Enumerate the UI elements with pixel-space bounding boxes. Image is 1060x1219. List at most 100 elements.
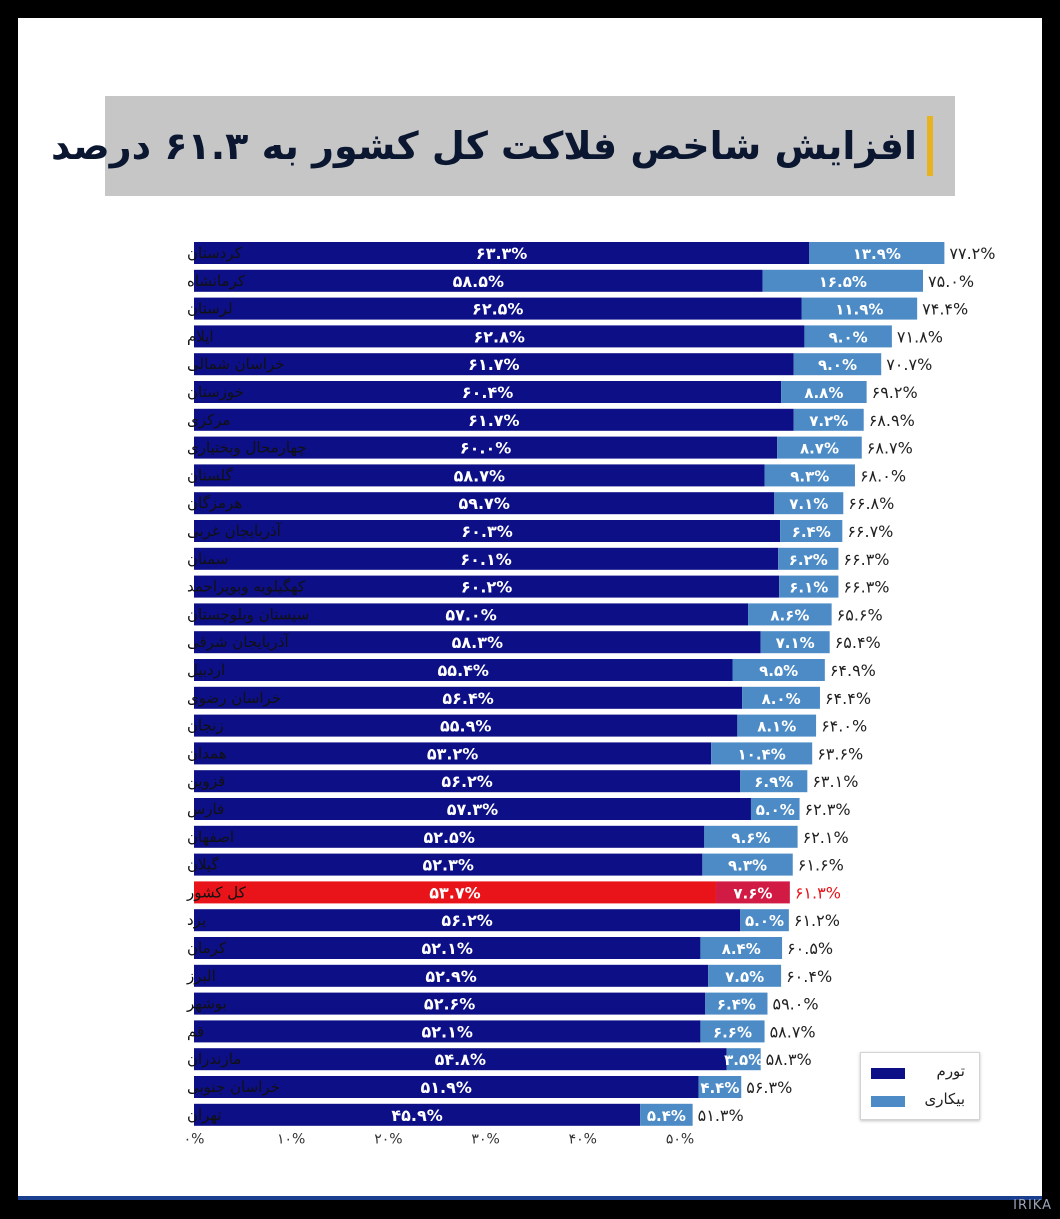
- inflation-value-label: ۶۰.۴%: [462, 383, 513, 402]
- unemployment-value-label: ۸.۷%: [800, 440, 839, 458]
- unemployment-value-label: ۱۶.۵%: [819, 273, 867, 291]
- total-value-label: ۵۱.۳%: [698, 1106, 744, 1125]
- category-label: اصفهان: [187, 828, 234, 846]
- category-label: کرمان: [187, 939, 227, 957]
- inflation-value-label: ۶۰.۳%: [461, 522, 512, 541]
- inflation-value-label: ۵۶.۴%: [442, 689, 493, 708]
- bar-unemployment: [781, 381, 867, 403]
- category-label: زنجان: [187, 717, 224, 735]
- total-value-label: ۶۰.۵%: [787, 939, 833, 958]
- category-label: سمنان: [187, 550, 228, 568]
- total-value-label: ۵۸.۳%: [766, 1050, 812, 1069]
- inflation-value-label: ۶۱.۷%: [468, 355, 519, 374]
- inflation-value-label: ۵۱.۹%: [421, 1078, 472, 1097]
- category-label: ایلام: [187, 327, 214, 345]
- unemployment-value-label: ۸.۸%: [804, 384, 843, 402]
- bar-unemployment: [778, 547, 839, 570]
- total-value-label: ۶۶.۳%: [843, 550, 889, 569]
- total-value-label: ۶۱.۶%: [798, 856, 844, 875]
- bar-unemployment: [705, 992, 768, 1015]
- bar-inflation: [194, 742, 712, 765]
- bar-inflation: [194, 770, 741, 793]
- category-label: کهگیلویه وبویراحمد: [187, 578, 306, 596]
- figure-frame: افزایش شاخص فلاکت کل کشور به ۶۱.۳ درصد ک…: [18, 18, 1042, 1198]
- bar-inflation: [194, 269, 763, 292]
- bar-inflation: [194, 631, 761, 654]
- total-value-label: ۵۹.۰%: [772, 995, 818, 1014]
- inflation-value-label: ۵۵.۴%: [438, 661, 489, 680]
- bar-unemployment: [779, 575, 839, 598]
- total-value-label: ۶۹.۲%: [872, 383, 918, 402]
- category-label: البرز: [186, 967, 216, 985]
- bar-unemployment: [704, 825, 798, 848]
- unemployment-value-label: ۴.۴%: [700, 1079, 739, 1097]
- category-label: لرستان: [187, 300, 233, 318]
- total-value-label: ۷۱.۸%: [897, 327, 943, 346]
- unemployment-value-label: ۱۳.۹%: [853, 245, 901, 263]
- chart-title: افزایش شاخص فلاکت کل کشور به ۶۱.۳ درصد: [51, 124, 917, 168]
- inflation-value-label: ۵۹.۷%: [458, 494, 509, 513]
- x-tick-label: ۴۰%: [569, 1132, 597, 1148]
- bar-inflation: [194, 464, 765, 487]
- bar-inflation: [194, 881, 716, 904]
- chart-legend: تورم بیکاری: [860, 1052, 980, 1120]
- total-value-label: ۶۸.۰%: [860, 466, 906, 485]
- bar-unemployment: [732, 659, 825, 681]
- category-label: یزد: [187, 911, 206, 929]
- category-label: گیلان: [187, 856, 219, 874]
- category-label: کردستان: [187, 244, 243, 262]
- bar-unemployment: [740, 770, 808, 793]
- bar-unemployment: [702, 853, 793, 876]
- bar-inflation: [194, 408, 794, 431]
- inflation-value-label: ۵۲.۶%: [424, 995, 475, 1014]
- legend-item-inflation: تورم: [871, 1061, 971, 1085]
- bar-inflation: [194, 520, 781, 542]
- legend-swatch-inflation: [871, 1068, 905, 1079]
- bar-unemployment: [777, 436, 862, 459]
- unemployment-value-label: ۷.۶%: [733, 884, 772, 902]
- inflation-value-label: ۵۶.۲%: [441, 772, 492, 791]
- bar-unemployment: [793, 408, 864, 431]
- total-value-label: ۷۰.۷%: [886, 355, 932, 374]
- bar-inflation: [194, 686, 743, 709]
- bar-unemployment: [740, 909, 789, 932]
- category-label: خراسان رضوی: [187, 689, 281, 707]
- bar-unemployment: [742, 686, 820, 709]
- bar-unemployment: [801, 297, 918, 320]
- bar-inflation: [194, 798, 751, 820]
- category-label: گلستان: [187, 466, 233, 484]
- legend-item-unemployment: بیکاری: [871, 1089, 971, 1113]
- inflation-value-label: ۵۴.۸%: [435, 1050, 486, 1069]
- bar-unemployment: [708, 964, 782, 987]
- bar-inflation: [194, 603, 749, 626]
- bar-inflation: [194, 325, 805, 348]
- unemployment-value-label: ۱۱.۹%: [835, 301, 883, 319]
- bar-inflation: [194, 825, 705, 848]
- inflation-value-label: ۵۸.۷%: [454, 466, 505, 485]
- bar-unemployment: [726, 1048, 761, 1071]
- unemployment-value-label: ۸.۱%: [757, 718, 796, 736]
- bar-unemployment: [711, 742, 813, 765]
- category-label: سیستان وبلوچستان: [187, 605, 309, 623]
- total-value-label: ۶۸.۹%: [869, 411, 915, 430]
- bar-inflation: [194, 436, 778, 459]
- bar-inflation: [194, 1020, 701, 1043]
- inflation-value-label: ۵۲.۹%: [425, 967, 476, 986]
- bar-inflation: [194, 381, 782, 403]
- bar-unemployment: [715, 881, 790, 904]
- bar-unemployment: [774, 492, 844, 515]
- category-label: کرمانشاه: [187, 272, 246, 290]
- total-value-label: ۶۳.۱%: [812, 772, 858, 791]
- inflation-value-label: ۶۰.۰%: [460, 439, 511, 458]
- category-label: تهران: [187, 1106, 222, 1124]
- inflation-value-label: ۵۲.۳%: [422, 856, 473, 875]
- category-label: قزوین: [187, 772, 225, 790]
- total-value-label: ۷۷.۲%: [949, 244, 995, 263]
- legend-label-inflation: تورم: [936, 1062, 965, 1080]
- unemployment-value-label: ۵.۴%: [647, 1107, 686, 1125]
- x-tick-label: ۲۰%: [374, 1132, 402, 1148]
- category-label: خوزستان: [187, 383, 244, 401]
- total-value-label: ۶۴.۴%: [825, 689, 871, 708]
- total-value-label: ۶۱.۳%: [795, 883, 841, 902]
- bar-inflation: [194, 937, 701, 959]
